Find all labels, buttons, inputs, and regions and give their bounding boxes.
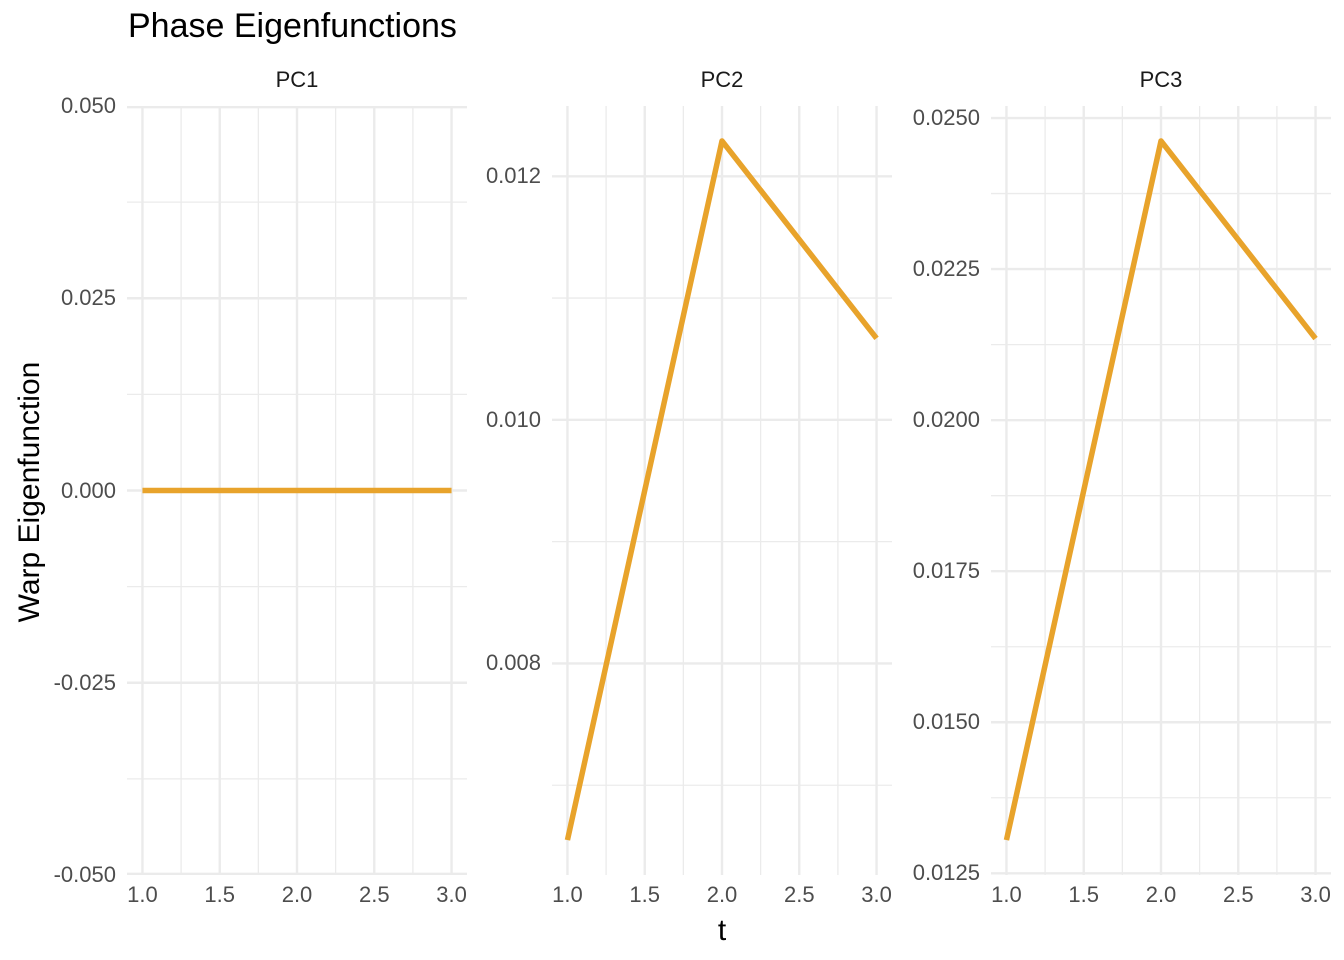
x-tick-label-pc3: 1.0 <box>991 882 1022 907</box>
plot-panel-pc3 <box>991 106 1331 875</box>
y-tick-label-pc3: 0.0200 <box>912 407 980 433</box>
x-tick-label-pc2: 1.5 <box>629 882 661 907</box>
y-tick-label-pc1: -0.050 <box>53 862 116 887</box>
facet-strip-pc3: PC3 <box>1139 67 1183 92</box>
y-tick-label-pc1: 0.000 <box>60 477 116 503</box>
y-tick-label-pc1: 0.025 <box>60 285 116 311</box>
y-tick-label-pc3: 0.0125 <box>912 860 980 886</box>
plot-area-pc1 <box>127 106 467 875</box>
x-tick-label-pc2: 2.5 <box>783 882 815 907</box>
eigenfunction-line-pc3 <box>1003 138 1318 841</box>
x-axis-title: t <box>717 914 727 947</box>
x-tick-label-pc3: 1.5 <box>1068 882 1100 907</box>
y-tick-label-pc3: 0.0150 <box>912 709 980 735</box>
y-tick-label-pc3: 0.0225 <box>912 256 980 282</box>
x-tick-label-pc2: 1.0 <box>552 882 583 907</box>
x-tick-label-pc2: 2.0 <box>706 882 738 907</box>
x-tick-label-pc1: 2.0 <box>281 882 313 907</box>
y-tick-label-pc1: 0.050 <box>60 93 116 118</box>
x-tick-label-pc1: 3.0 <box>436 882 467 907</box>
y-tick-label-pc2: 0.012 <box>485 163 541 189</box>
x-tick-label-pc3: 2.0 <box>1145 882 1177 907</box>
figure-title: Phase Eigenfunctions <box>128 7 457 45</box>
y-tick-label-pc1: -0.025 <box>53 669 116 695</box>
plot-area-pc3 <box>991 106 1331 875</box>
plot-panel-pc1 <box>127 106 467 875</box>
x-tick-label-pc1: 1.0 <box>127 882 158 907</box>
x-tick-label-pc3: 3.0 <box>1300 882 1331 907</box>
plot-panel-pc2 <box>552 106 892 875</box>
x-tick-label-pc3: 2.5 <box>1222 882 1254 907</box>
plot-area-pc2 <box>552 106 892 875</box>
y-tick-label-pc2: 0.008 <box>485 650 541 676</box>
x-tick-label-pc1: 1.5 <box>204 882 236 907</box>
y-tick-label-pc3: 0.0250 <box>912 105 980 131</box>
x-tick-label-pc2: 3.0 <box>861 882 892 907</box>
facet-strip-pc1: PC1 <box>275 67 319 92</box>
eigenfunction-line-pc2 <box>564 138 879 841</box>
x-tick-label-pc1: 2.5 <box>358 882 390 907</box>
y-tick-label-pc3: 0.0175 <box>912 558 980 584</box>
y-tick-label-pc2: 0.010 <box>485 406 541 432</box>
facet-strip-pc2: PC2 <box>700 67 744 92</box>
